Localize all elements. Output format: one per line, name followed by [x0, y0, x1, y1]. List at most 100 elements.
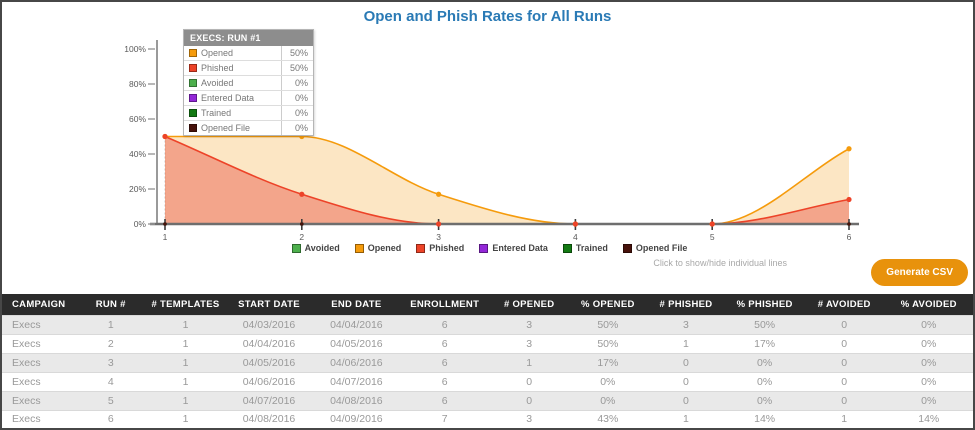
- legend-item-avoided[interactable]: Avoided: [291, 243, 340, 253]
- tooltip-row: Phished 50%: [184, 60, 313, 75]
- legend-swatch-icon: [622, 243, 632, 253]
- tooltip-value: 50%: [281, 46, 313, 60]
- table-row: Execs 6 1 04/08/2016 04/09/2016 7 3 43% 1 14% 1 14%: [2, 409, 973, 428]
- x-tick-label: 4: [573, 232, 578, 242]
- table-cell: 04/06/2016: [312, 352, 401, 372]
- generate-csv-button[interactable]: Generate CSV: [871, 259, 968, 286]
- point-phished[interactable]: [162, 133, 168, 140]
- point-phished[interactable]: [846, 196, 852, 203]
- table-cell: 0%: [725, 352, 804, 372]
- series-swatch-icon: [189, 94, 197, 102]
- tooltip-value: 0%: [281, 91, 313, 105]
- page-title: Open and Phish Rates for All Runs: [363, 8, 612, 25]
- table-cell: 4: [75, 371, 146, 391]
- table-cell: 0%: [884, 371, 973, 391]
- tooltip-series-label: Trained: [184, 106, 281, 120]
- table-cell: 04/07/2016: [225, 390, 313, 410]
- table-cell: Execs: [2, 409, 76, 428]
- table-row: Execs 5 1 04/07/2016 04/08/2016 6 0 0% 0 0% 0 0%: [2, 390, 973, 410]
- table-row: Execs 2 1 04/04/2016 04/05/2016 6 3 50% 1 17% 0 0%: [2, 333, 973, 353]
- chart-canvas[interactable]: 0% 20% 40% 60% 80% 100% 1 2 3 4 5 6: [2, 2, 975, 292]
- table-cell: 04/03/2016: [225, 314, 313, 334]
- line-opened[interactable]: [165, 135, 850, 225]
- point-opened-file[interactable]: [163, 222, 167, 226]
- table-cell: 0: [803, 352, 885, 372]
- column-header: # AVOIDED: [803, 294, 885, 315]
- y-tick-label: 80%: [129, 79, 146, 89]
- legend-item-entered-data[interactable]: Entered Data: [479, 243, 548, 253]
- x-tick-label: 1: [163, 232, 168, 242]
- table-cell: 6: [75, 409, 146, 428]
- point-opened-file[interactable]: [847, 222, 851, 226]
- column-header: END DATE: [312, 294, 401, 315]
- legend-swatch-icon: [416, 243, 426, 253]
- point-phished[interactable]: [572, 221, 579, 227]
- legend-label: Avoided: [304, 243, 340, 253]
- table-cell: 0%: [568, 390, 647, 410]
- legend-label: Phished: [429, 243, 465, 253]
- table-cell: 0: [803, 333, 885, 353]
- column-header: % PHISHED: [725, 294, 804, 315]
- y-tick-label: 20%: [129, 184, 146, 194]
- table-cell: 1: [646, 333, 726, 353]
- table-cell: 6: [400, 371, 490, 391]
- tooltip-row: Avoided 0%: [184, 75, 313, 90]
- column-header: CAMPAIGN: [2, 294, 76, 315]
- table-cell: 04/08/2016: [225, 409, 313, 428]
- table-cell: 14%: [725, 409, 804, 428]
- table-cell: 04/08/2016: [312, 390, 401, 410]
- y-tick-label: 60%: [129, 114, 146, 124]
- legend-item-phished[interactable]: Phished: [416, 243, 464, 253]
- point-opened[interactable]: [436, 191, 442, 197]
- table-cell: Execs: [2, 390, 76, 410]
- table-cell: 1: [145, 390, 226, 410]
- point-phished[interactable]: [299, 191, 305, 197]
- table-cell: 0%: [884, 390, 973, 410]
- table-cell: 3: [646, 314, 726, 334]
- table-cell: 17%: [568, 352, 647, 372]
- tooltip-label-text: Trained: [201, 108, 232, 118]
- column-header: RUN #: [75, 294, 146, 315]
- table-cell: 50%: [568, 314, 647, 334]
- table-cell: 0%: [884, 333, 973, 353]
- table-row: Execs 3 1 04/05/2016 04/06/2016 6 1 17% 0 0% 0 0%: [2, 352, 973, 372]
- tooltip-label-text: Opened File: [201, 123, 251, 133]
- table-cell: 3: [489, 333, 569, 353]
- table-cell: 1: [145, 409, 226, 428]
- table-cell: Execs: [2, 333, 76, 353]
- y-tick-label: 100%: [124, 44, 146, 54]
- point-phished[interactable]: [436, 221, 442, 227]
- table-cell: 04/04/2016: [312, 314, 401, 334]
- legend-item-opened[interactable]: Opened: [354, 243, 401, 253]
- table-cell: 04/05/2016: [312, 333, 401, 353]
- x-tick-label: 6: [847, 232, 852, 242]
- table-cell: 0: [803, 314, 885, 334]
- x-tick-label: 3: [436, 232, 441, 242]
- x-tick-label: 2: [299, 232, 304, 242]
- tooltip-value: 0%: [281, 106, 313, 120]
- tooltip-row: Trained 0%: [184, 105, 313, 120]
- point-phished[interactable]: [709, 221, 715, 227]
- column-header: ENROLLMENT: [400, 294, 490, 315]
- point-opened[interactable]: [846, 146, 852, 152]
- column-header: START DATE: [225, 294, 313, 315]
- table-cell: 0%: [884, 352, 973, 372]
- table-cell: 0: [646, 390, 726, 410]
- tooltip-value: 0%: [281, 121, 313, 135]
- point-opened-file[interactable]: [300, 222, 304, 226]
- legend-item-opened-file[interactable]: Opened File: [622, 243, 688, 253]
- tooltip-label-text: Phished: [201, 63, 234, 73]
- table-cell: 0%: [884, 314, 973, 334]
- table-cell: 0: [803, 371, 885, 391]
- legend-label: Opened File: [635, 243, 688, 253]
- table-cell: 5: [75, 390, 146, 410]
- tooltip-value: 50%: [281, 61, 313, 75]
- legend-label: Trained: [575, 243, 608, 253]
- table-cell: 04/07/2016: [312, 371, 401, 391]
- series-swatch-icon: [189, 49, 197, 57]
- legend-item-trained[interactable]: Trained: [562, 243, 608, 253]
- table-cell: 1: [489, 352, 569, 372]
- table-cell: 17%: [725, 333, 804, 353]
- table-cell: 0: [646, 352, 726, 372]
